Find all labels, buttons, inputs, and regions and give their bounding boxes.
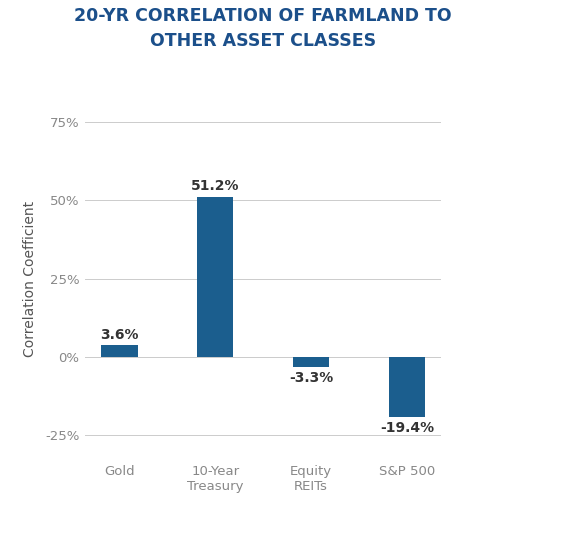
Bar <box>101 345 138 356</box>
Text: -19.4%: -19.4% <box>380 421 434 435</box>
Bar <box>389 356 425 417</box>
Text: 51.2%: 51.2% <box>191 179 239 193</box>
Y-axis label: Correlation Coefficient: Correlation Coefficient <box>23 201 37 356</box>
Bar <box>197 197 233 356</box>
Text: -3.3%: -3.3% <box>289 371 333 385</box>
Bar <box>293 356 329 367</box>
Text: 20-YR CORRELATION OF FARMLAND TO
OTHER ASSET CLASSES: 20-YR CORRELATION OF FARMLAND TO OTHER A… <box>74 7 452 50</box>
Text: 3.6%: 3.6% <box>100 328 139 341</box>
